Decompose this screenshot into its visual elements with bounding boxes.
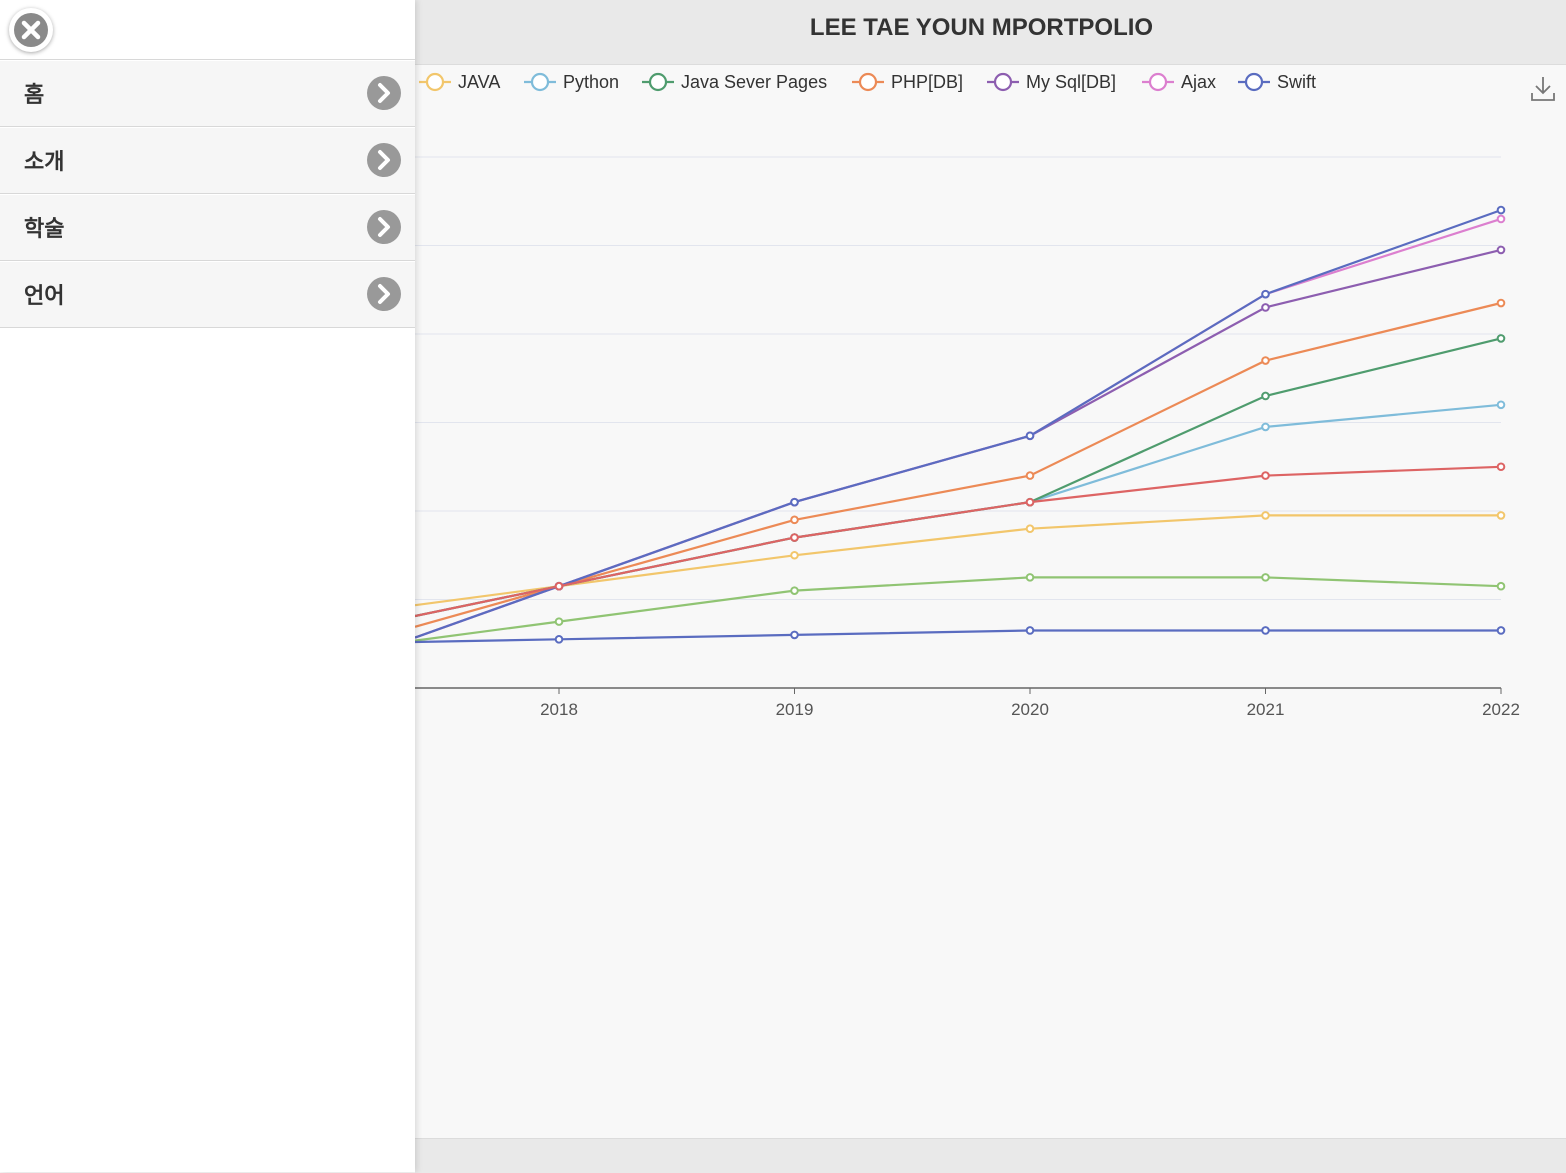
chevron-right-icon <box>367 210 401 244</box>
legend-label: Java Sever Pages <box>681 72 827 92</box>
data-point[interactable] <box>790 586 799 595</box>
legend-label: PHP[DB] <box>891 72 963 92</box>
menu-item-language[interactable]: 언어 <box>0 261 415 328</box>
series-line <box>415 511 1506 607</box>
menu-item-label: 소개 <box>24 150 65 175</box>
download-icon[interactable] <box>1528 74 1558 104</box>
data-point[interactable] <box>554 581 564 591</box>
menu-item-home[interactable]: 홈 <box>0 60 415 127</box>
legend-item[interactable]: PHP[DB] <box>852 72 963 92</box>
series-line <box>415 462 1506 618</box>
legend-label: Ajax <box>1181 72 1216 92</box>
app-footer <box>415 1138 1566 1173</box>
legend-item[interactable]: Ajax <box>1142 72 1216 92</box>
data-point[interactable] <box>1261 391 1270 401</box>
data-point[interactable] <box>1496 205 1506 215</box>
legend-item[interactable]: Java Sever Pages <box>642 72 827 92</box>
line-chart: JAVA Python Java Sever Pages PHP[DB] My Sql[… <box>415 72 1520 719</box>
legend-item[interactable]: Python <box>524 72 619 92</box>
x-tick-label: 2020 <box>1011 700 1049 719</box>
data-point[interactable] <box>790 533 799 542</box>
close-button[interactable] <box>9 8 53 52</box>
series-line <box>415 214 1506 639</box>
page-title: LEE TAE YOUN MPORTPOLIO <box>809 14 1154 41</box>
data-point[interactable] <box>1496 581 1506 591</box>
chevron-right-icon <box>367 143 401 177</box>
data-point[interactable] <box>1261 303 1270 312</box>
data-point[interactable] <box>1025 431 1035 441</box>
legend-item[interactable]: My Sql[DB] <box>987 72 1116 92</box>
series-line <box>415 626 1506 644</box>
data-point[interactable] <box>554 617 564 626</box>
chevron-right-icon <box>367 277 401 311</box>
x-tick-label: 2021 <box>1247 700 1285 719</box>
close-icon <box>14 13 48 47</box>
data-point[interactable] <box>1261 356 1270 365</box>
menu-item-label: 학술 <box>24 217 65 242</box>
data-point[interactable] <box>1261 289 1270 299</box>
data-point[interactable] <box>1496 626 1506 635</box>
legend-label: JAVA <box>458 72 500 92</box>
legend-label: Python <box>563 72 619 92</box>
legend-item[interactable]: JAVA <box>419 72 500 92</box>
data-point[interactable] <box>1025 471 1035 480</box>
x-tick-label: 2019 <box>776 700 814 719</box>
data-point[interactable] <box>1025 524 1035 534</box>
menu-item-academic[interactable]: 학술 <box>0 194 415 261</box>
data-point[interactable] <box>1261 573 1270 582</box>
panel-top <box>0 0 415 60</box>
legend-label: Swift <box>1277 72 1316 92</box>
data-point[interactable] <box>1261 511 1270 520</box>
data-point[interactable] <box>1025 573 1035 582</box>
data-point[interactable] <box>790 550 799 560</box>
chart-container: JAVA Python Java Sever Pages PHP[DB] My Sql[… <box>415 65 1566 1138</box>
data-point[interactable] <box>1496 400 1506 410</box>
series-line <box>415 298 1506 628</box>
data-point[interactable] <box>1025 626 1035 635</box>
data-point[interactable] <box>1496 511 1506 520</box>
legend-label: My Sql[DB] <box>1026 72 1116 92</box>
data-point[interactable] <box>790 515 799 525</box>
data-point[interactable] <box>1496 462 1506 472</box>
side-panel: 홈 소개 학술 언어 <box>0 0 415 1172</box>
data-point[interactable] <box>1025 497 1035 507</box>
data-point[interactable] <box>1496 298 1506 308</box>
menu-item-label: 홈 <box>24 83 45 108</box>
x-tick-label: 2018 <box>540 700 578 719</box>
data-point[interactable] <box>1261 471 1270 480</box>
data-point[interactable] <box>790 497 799 507</box>
data-point[interactable] <box>554 635 564 644</box>
menu-item-about[interactable]: 소개 <box>0 127 415 194</box>
data-point[interactable] <box>1261 422 1270 432</box>
series-line <box>415 573 1506 642</box>
legend-item[interactable]: Swift <box>1238 72 1316 92</box>
series-line <box>415 334 1506 618</box>
x-tick-label: 2022 <box>1482 700 1520 719</box>
data-point[interactable] <box>1261 626 1270 635</box>
data-point[interactable] <box>1496 214 1506 224</box>
data-point[interactable] <box>790 630 799 640</box>
chevron-right-icon <box>367 76 401 110</box>
menu-item-label: 언어 <box>24 284 65 309</box>
data-point[interactable] <box>1496 245 1506 255</box>
app-header: LEE TAE YOUN MPORTPOLIO <box>415 0 1566 65</box>
data-point[interactable] <box>1496 334 1506 343</box>
